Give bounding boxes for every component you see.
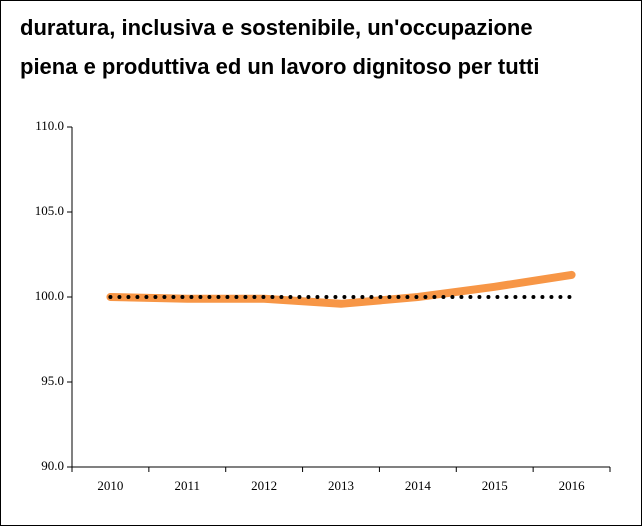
y-tick-label: 95.0 <box>41 373 64 388</box>
x-tick-label: 2014 <box>405 478 432 493</box>
x-tick-label: 2013 <box>328 478 354 493</box>
x-tick-label: 2015 <box>482 478 508 493</box>
x-tick-label: 2010 <box>97 478 123 493</box>
y-tick-label: 90.0 <box>41 458 64 473</box>
y-tick-label: 100.0 <box>35 288 64 303</box>
x-tick-label: 2011 <box>175 478 201 493</box>
series-line <box>106 270 576 308</box>
y-tick-label: 110.0 <box>35 118 64 133</box>
chart-title-line: piena e produttiva ed un lavoro dignitos… <box>20 54 539 79</box>
chart-title-line: duratura, inclusiva e sostenibile, un'oc… <box>20 15 533 40</box>
x-tick-label: 2012 <box>251 478 277 493</box>
x-tick-label: 2016 <box>559 478 586 493</box>
y-tick-label: 105.0 <box>35 203 64 218</box>
